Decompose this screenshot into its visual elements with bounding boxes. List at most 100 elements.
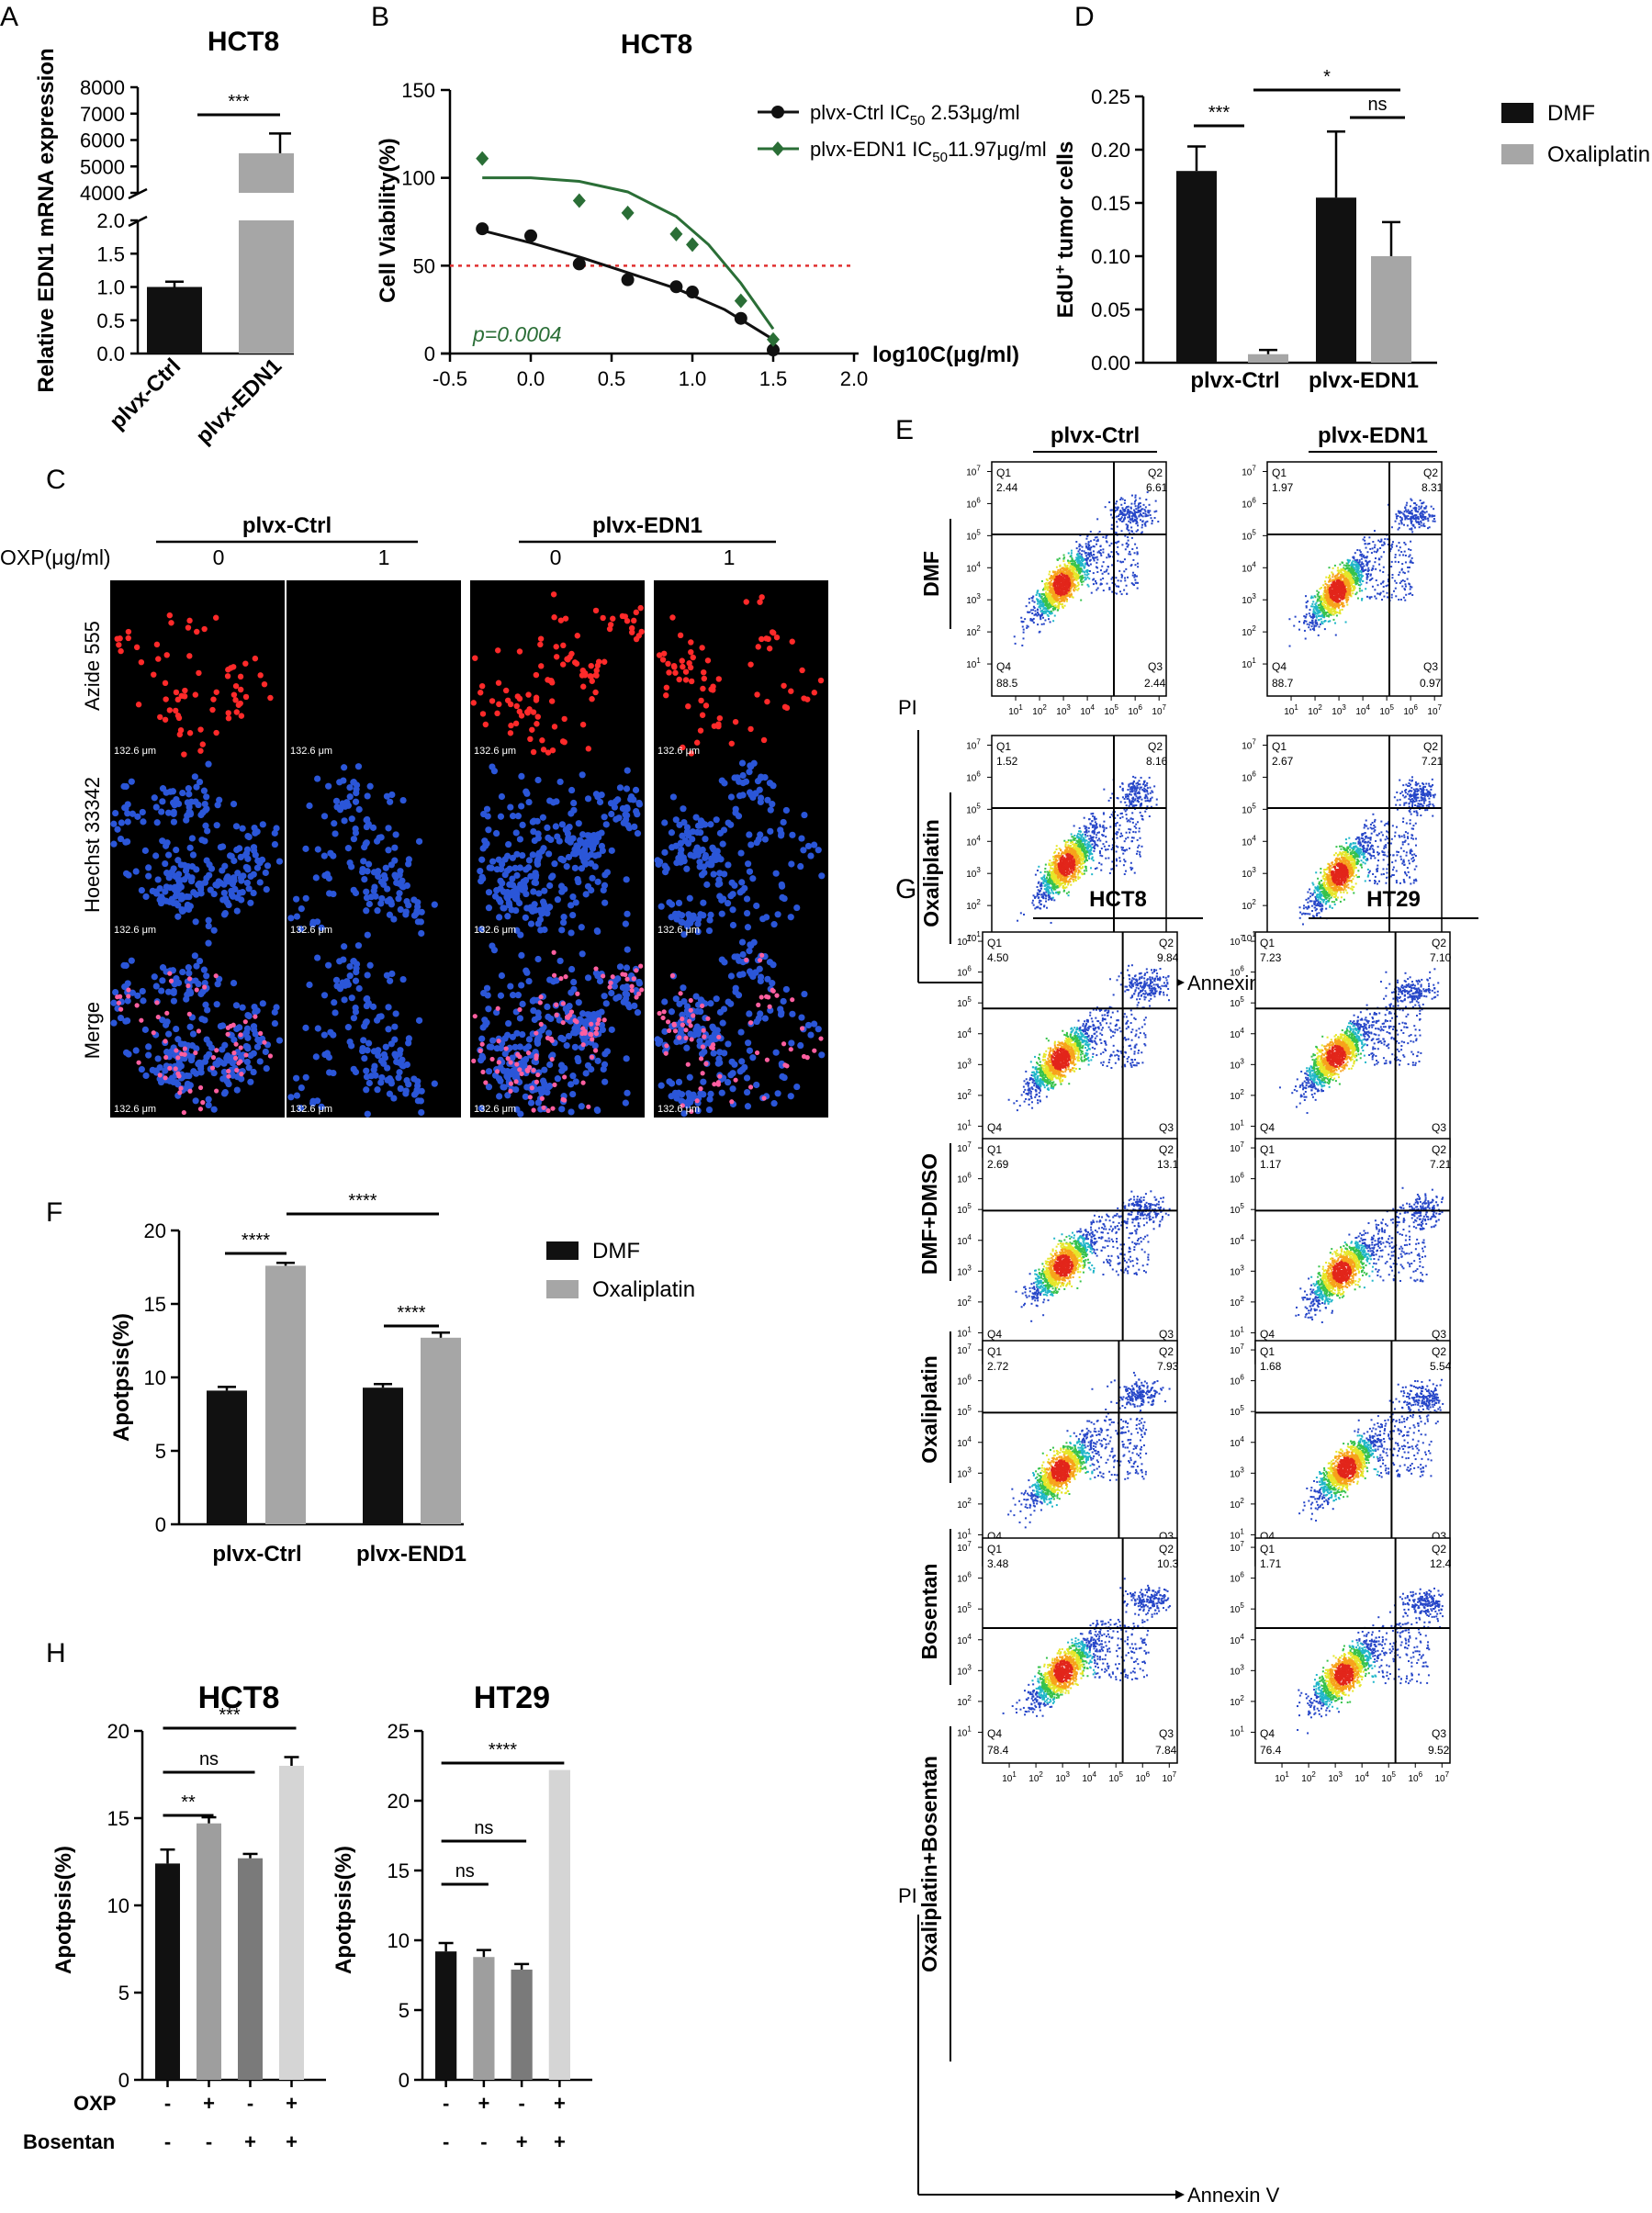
hoechst-nucleus [518,803,524,809]
hoechst-nucleus [347,1039,354,1045]
event-dot [1140,506,1141,508]
hoechst-nucleus [193,963,199,970]
hoechst-nucleus [124,810,130,816]
edu-positive-nucleus [698,1086,702,1091]
event-dot [1315,602,1317,604]
edu-positive-nucleus [717,1074,722,1079]
hoechst-nucleus [179,790,185,796]
edu-positive-nucleus [151,671,156,677]
hoechst-nucleus [244,1059,251,1065]
y-tick-label: 10 [144,1366,166,1389]
hoechst-nucleus [554,833,560,839]
hoechst-nucleus [313,874,320,881]
hoechst-nucleus [206,1096,212,1103]
edu-positive-nucleus [506,1056,511,1061]
micrograph-c3-r0: 132.6 μm [654,580,828,759]
hoechst-nucleus [388,1080,395,1086]
hoechst-nucleus [216,1057,222,1063]
edu-positive-nucleus [716,1082,721,1086]
edu-positive-nucleus [689,1008,693,1013]
hoechst-nucleus [341,943,347,949]
hoechst-nucleus [685,840,691,847]
edu-positive-nucleus [540,1096,545,1101]
edu-positive-nucleus [683,1036,688,1040]
event-dot [1410,549,1411,551]
edu-positive-nucleus [589,1032,593,1037]
event-dot [1410,520,1411,522]
chart-title: HCT8 [621,29,692,60]
edu-positive-nucleus [631,618,636,623]
hoechst-nucleus [219,1022,226,1028]
hoechst-nucleus [125,818,131,825]
hoechst-nucleus [717,830,724,837]
x-tick-label: 2.0 [840,367,869,390]
hoechst-nucleus [624,785,630,792]
event-dot [1075,570,1077,572]
event-dot [1102,536,1104,538]
hoechst-nucleus [142,1027,149,1033]
hoechst-nucleus [197,812,204,818]
hoechst-nucleus [569,912,576,918]
hoechst-nucleus [239,1005,245,1011]
hoechst-nucleus [635,1009,641,1016]
scale-bar-label: 132.6 μm [657,1104,700,1115]
hoechst-nucleus [273,825,279,831]
hoechst-nucleus [700,820,706,826]
event-dot [1334,623,1336,624]
event-dot [1096,562,1097,564]
event-dot [1136,531,1138,533]
y-tick-label: 6000 [80,129,125,152]
event-dot [1037,609,1039,611]
event-dot [1062,558,1064,560]
edu-positive-nucleus [683,1028,688,1032]
edu-positive-nucleus [152,1030,156,1035]
y-tick-label: 7000 [80,103,125,126]
event-dot [1118,586,1119,588]
event-dot [1405,586,1407,588]
edu-positive-nucleus [549,698,555,703]
event-dot [1423,508,1425,510]
edu-positive-nucleus [197,1028,201,1033]
hct8-bar-3 [279,1766,304,2080]
hoechst-nucleus [302,1025,309,1031]
hoechst-nucleus [595,879,601,885]
event-dot [1305,616,1307,618]
edu-positive-nucleus [600,615,605,621]
event-dot [1404,580,1406,582]
q3-label: Q3 [1148,660,1163,673]
event-dot [1105,506,1107,508]
hoechst-nucleus [374,907,380,914]
edu-positive-nucleus [239,1045,243,1050]
event-dot [1374,530,1376,532]
scale-bar-label: 132.6 μm [290,1104,332,1115]
hoechst-nucleus [528,1099,534,1106]
hoechst-nucleus [112,810,118,816]
event-dot [1414,510,1416,511]
event-dot [1143,504,1145,506]
event-dot [1096,589,1097,590]
edu-positive-nucleus [818,678,824,683]
hoechst-nucleus [727,822,734,828]
data-point-edn1 [669,227,682,242]
event-dot [1089,560,1091,562]
event-dot [1032,596,1034,598]
event-dot [1095,536,1096,538]
event-dot [1145,506,1147,508]
hoechst-nucleus [360,858,366,864]
edu-positive-nucleus [575,633,580,638]
event-dot [1041,580,1043,582]
hoechst-nucleus [333,803,340,810]
hoechst-nucleus [158,987,164,994]
hoechst-nucleus [594,972,601,979]
x-tick-label: plvx-Ctrl [105,354,185,434]
event-dot [1410,554,1411,556]
hoechst-nucleus [341,764,347,770]
hoechst-nucleus [779,883,785,890]
hoechst-nucleus [546,1062,553,1068]
hoechst-nucleus [739,887,746,893]
legend-marker [771,141,784,156]
event-dot [1108,501,1110,503]
event-dot [1091,592,1093,594]
edu-positive-nucleus [539,737,545,743]
hoechst-nucleus [256,859,263,866]
